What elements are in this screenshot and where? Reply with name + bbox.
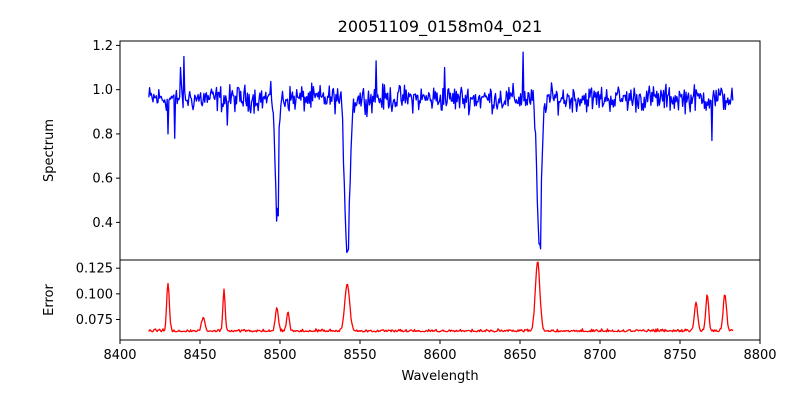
x-tick-label: 8550 <box>343 348 376 363</box>
error-y-tick-label: 0.100 <box>76 287 113 302</box>
error-y-ticks: 0.075 0.100 0.125 <box>76 262 120 328</box>
spectrum-line <box>148 51 734 254</box>
error-line <box>148 261 734 333</box>
spectrum-y-ticks: 0.4 0.6 0.8 1.0 1.2 <box>92 39 120 231</box>
x-tick-label: 8750 <box>663 348 696 363</box>
error-panel: 0.075 0.100 0.125 8400 8450 8500 8550 8600 8650… <box>42 259 777 384</box>
error-y-tick-label: 0.075 <box>76 313 113 328</box>
spectrum-y-tick-label: 1.2 <box>92 39 113 54</box>
x-tick-label: 8700 <box>583 348 616 363</box>
x-tick-label: 8650 <box>503 348 536 363</box>
x-tick-label: 8600 <box>423 348 456 363</box>
x-axis-label: Wavelength <box>401 369 478 384</box>
x-tick-label: 8450 <box>183 348 216 363</box>
spectrum-y-axis-label: Spectrum <box>42 119 57 182</box>
error-y-axis-label: Error <box>42 284 57 316</box>
wavelength-x-ticks: 8400 8450 8500 8550 8600 8650 8700 8750 8800 <box>103 340 777 363</box>
spectrum-y-tick-label: 0.6 <box>92 172 113 187</box>
error-y-tick-label: 0.125 <box>76 262 113 277</box>
x-tick-label: 8800 <box>743 348 776 363</box>
chart-title: 20051109_0158m04_021 <box>338 17 543 37</box>
spectrum-y-tick-label: 1.0 <box>92 83 113 98</box>
spectrum-y-tick-label: 0.8 <box>92 127 113 142</box>
x-tick-label: 8500 <box>263 348 296 363</box>
spectrum-y-tick-label: 0.4 <box>92 216 113 231</box>
x-tick-label: 8400 <box>103 348 136 363</box>
